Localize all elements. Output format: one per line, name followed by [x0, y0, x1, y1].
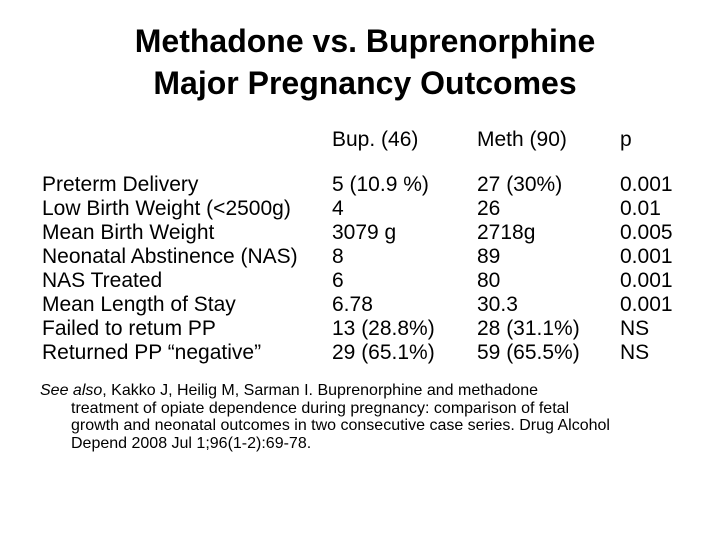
table-row: Preterm Delivery 5 (10.9 %) 27 (30%) 0.0…: [42, 173, 720, 197]
p-value: 0.001: [620, 293, 673, 316]
row-label: NAS Treated: [42, 269, 163, 292]
meth-value: 80: [477, 269, 501, 292]
citation-line-1: See also, Kakko J, Heilig M, Sarman I. B…: [40, 382, 705, 400]
p-value: 0.001: [620, 173, 673, 196]
citation-line-3: growth and neonatal outcomes in two cons…: [71, 417, 610, 434]
p-value: 0.005: [620, 221, 673, 244]
outcomes-table: Preterm Delivery 5 (10.9 %) 27 (30%) 0.0…: [42, 173, 720, 365]
header-p-cell: p: [620, 128, 632, 151]
header-bup-cell: Bup. (46): [332, 128, 419, 151]
meth-value: 30.3: [477, 293, 518, 316]
table-row: Neonatal Abstinence (NAS) 8 89 0.001: [42, 245, 720, 269]
row-label: Failed to retum PP: [42, 317, 216, 340]
bup-value: 8: [332, 245, 344, 268]
header-meth-cell: Meth (90): [477, 128, 567, 151]
row-label: Mean Birth Weight: [42, 221, 215, 244]
bup-value: 6: [332, 269, 344, 292]
citation-line-4: Depend 2008 Jul 1;96(1-2):69-78.: [71, 434, 312, 452]
citation: See also, Kakko J, Heilig M, Sarman I. B…: [40, 382, 705, 452]
row-label: Preterm Delivery: [42, 173, 199, 196]
row-label: Returned PP “negative”: [42, 341, 262, 364]
meth-value: 26: [477, 197, 501, 220]
table-row: NAS Treated 6 80 0.001: [42, 269, 720, 293]
row-label: Low Birth Weight (<2500g): [42, 197, 291, 220]
header-label-cell: [42, 128, 332, 152]
citation-line-1-rest: , Kakko J, Heilig M, Sarman I. Buprenorp…: [102, 382, 539, 399]
bup-value: 3079 g: [332, 221, 397, 244]
bup-value: 5 (10.9 %): [332, 173, 429, 196]
row-label: Neonatal Abstinence (NAS): [42, 245, 298, 268]
table-row: Mean Length of Stay 6.78 30.3 0.001: [42, 293, 720, 317]
table-header-row: Bup. (46) Meth (90) p: [42, 128, 720, 152]
table-row: Failed to retum PP 13 (28.8%) 28 (31.1%)…: [42, 317, 720, 341]
bup-value: 4: [332, 197, 344, 220]
bup-value: 13 (28.8%): [332, 317, 435, 340]
meth-value: 59 (65.5%): [477, 341, 580, 364]
p-value: NS: [620, 317, 650, 340]
slide-title-line1: Methadone vs. Buprenorphine: [134, 23, 596, 59]
p-value: NS: [620, 341, 650, 364]
meth-value: 89: [477, 245, 501, 268]
citation-line-2: treatment of opiate dependence during pr…: [71, 399, 570, 417]
slide-title: Methadone vs. Buprenorphine Major Pregna…: [10, 20, 720, 104]
table-row: Mean Birth Weight 3079 g 2718g 0.005: [42, 221, 720, 245]
bup-value: 29 (65.1%): [332, 341, 435, 364]
bup-value: 6.78: [332, 293, 373, 316]
slide-title-line2: Major Pregnancy Outcomes: [153, 65, 577, 101]
meth-value: 27 (30%): [477, 173, 563, 196]
see-also-lead: See also: [40, 382, 103, 399]
p-value: 0.001: [620, 245, 673, 268]
meth-value: 28 (31.1%): [477, 317, 580, 340]
meth-value: 2718g: [477, 221, 536, 244]
table-row: Returned PP “negative” 29 (65.1%) 59 (65…: [42, 341, 720, 365]
p-value: 0.001: [620, 269, 673, 292]
p-value: 0.01: [620, 197, 661, 220]
row-label: Mean Length of Stay: [42, 293, 236, 316]
table-row: Low Birth Weight (<2500g) 4 26 0.01: [42, 197, 720, 221]
